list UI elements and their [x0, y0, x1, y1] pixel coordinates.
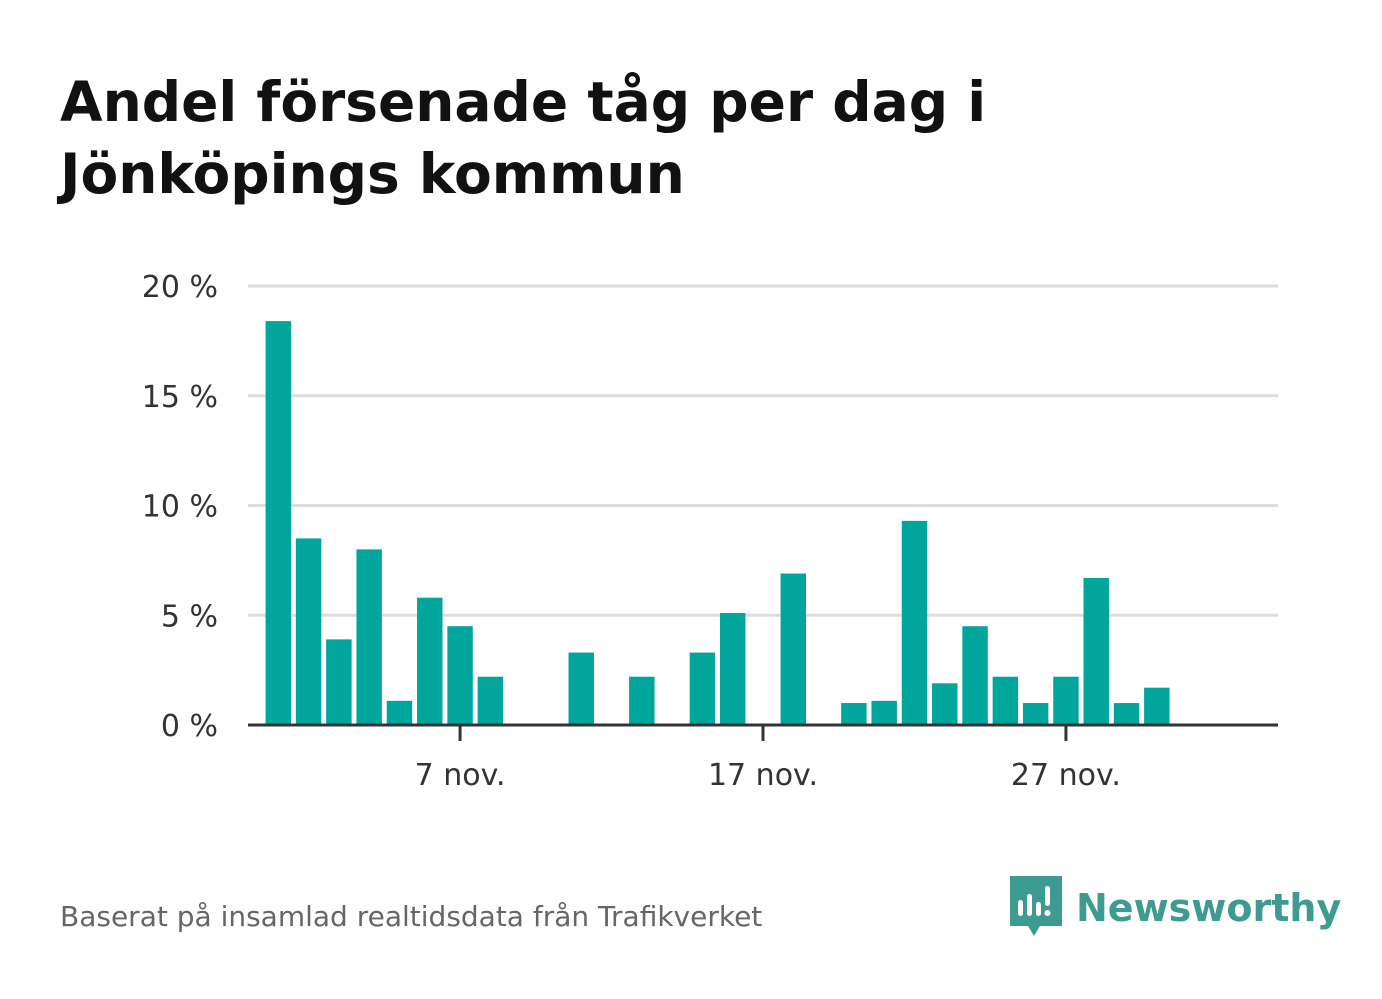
bar	[1083, 577, 1109, 725]
bar	[962, 626, 988, 725]
bar	[326, 639, 352, 725]
bar	[841, 703, 867, 725]
bar	[477, 676, 504, 725]
y-tick-label: 0 %	[161, 709, 218, 744]
bar	[1113, 703, 1140, 725]
bar	[1053, 676, 1079, 725]
bar	[992, 676, 1019, 725]
bar	[932, 683, 958, 725]
bar	[901, 520, 928, 725]
brand-name: Newsworthy	[1076, 886, 1342, 930]
y-tick-label: 10 %	[142, 490, 218, 525]
y-axis-labels: 0 % 5 % 10 % 15 % 20 %	[142, 270, 218, 744]
bars	[265, 321, 1170, 725]
bar	[689, 652, 716, 725]
bar	[871, 700, 897, 725]
bar	[629, 676, 655, 725]
bar	[447, 626, 473, 725]
bar	[295, 538, 322, 725]
x-tick-label: 27 nov.	[1011, 758, 1121, 793]
chart-title: Andel försenade tåg per dag i Jönköpings…	[60, 70, 987, 206]
bar	[417, 597, 443, 725]
bar	[780, 573, 807, 725]
bar	[386, 700, 413, 725]
bar	[265, 321, 292, 725]
grid-lines	[248, 284, 1278, 617]
bar	[719, 613, 746, 725]
bar	[1144, 687, 1170, 725]
x-axis-labels: 7 nov. 17 nov. 27 nov.	[415, 758, 1121, 793]
newsworthy-logo-icon	[1010, 876, 1062, 936]
bar	[356, 549, 382, 725]
x-axis	[248, 723, 1278, 741]
source-note: Baserat på insamlad realtidsdata från Tr…	[60, 900, 763, 933]
bar	[568, 652, 594, 725]
y-tick-label: 5 %	[161, 599, 218, 634]
x-tick-label: 7 nov.	[415, 758, 506, 793]
brand-logo: Newsworthy	[1010, 876, 1341, 940]
y-tick-label: 20 %	[142, 270, 218, 305]
x-tick-label: 17 nov.	[708, 758, 818, 793]
bar	[1022, 703, 1049, 725]
y-tick-label: 15 %	[142, 380, 218, 415]
